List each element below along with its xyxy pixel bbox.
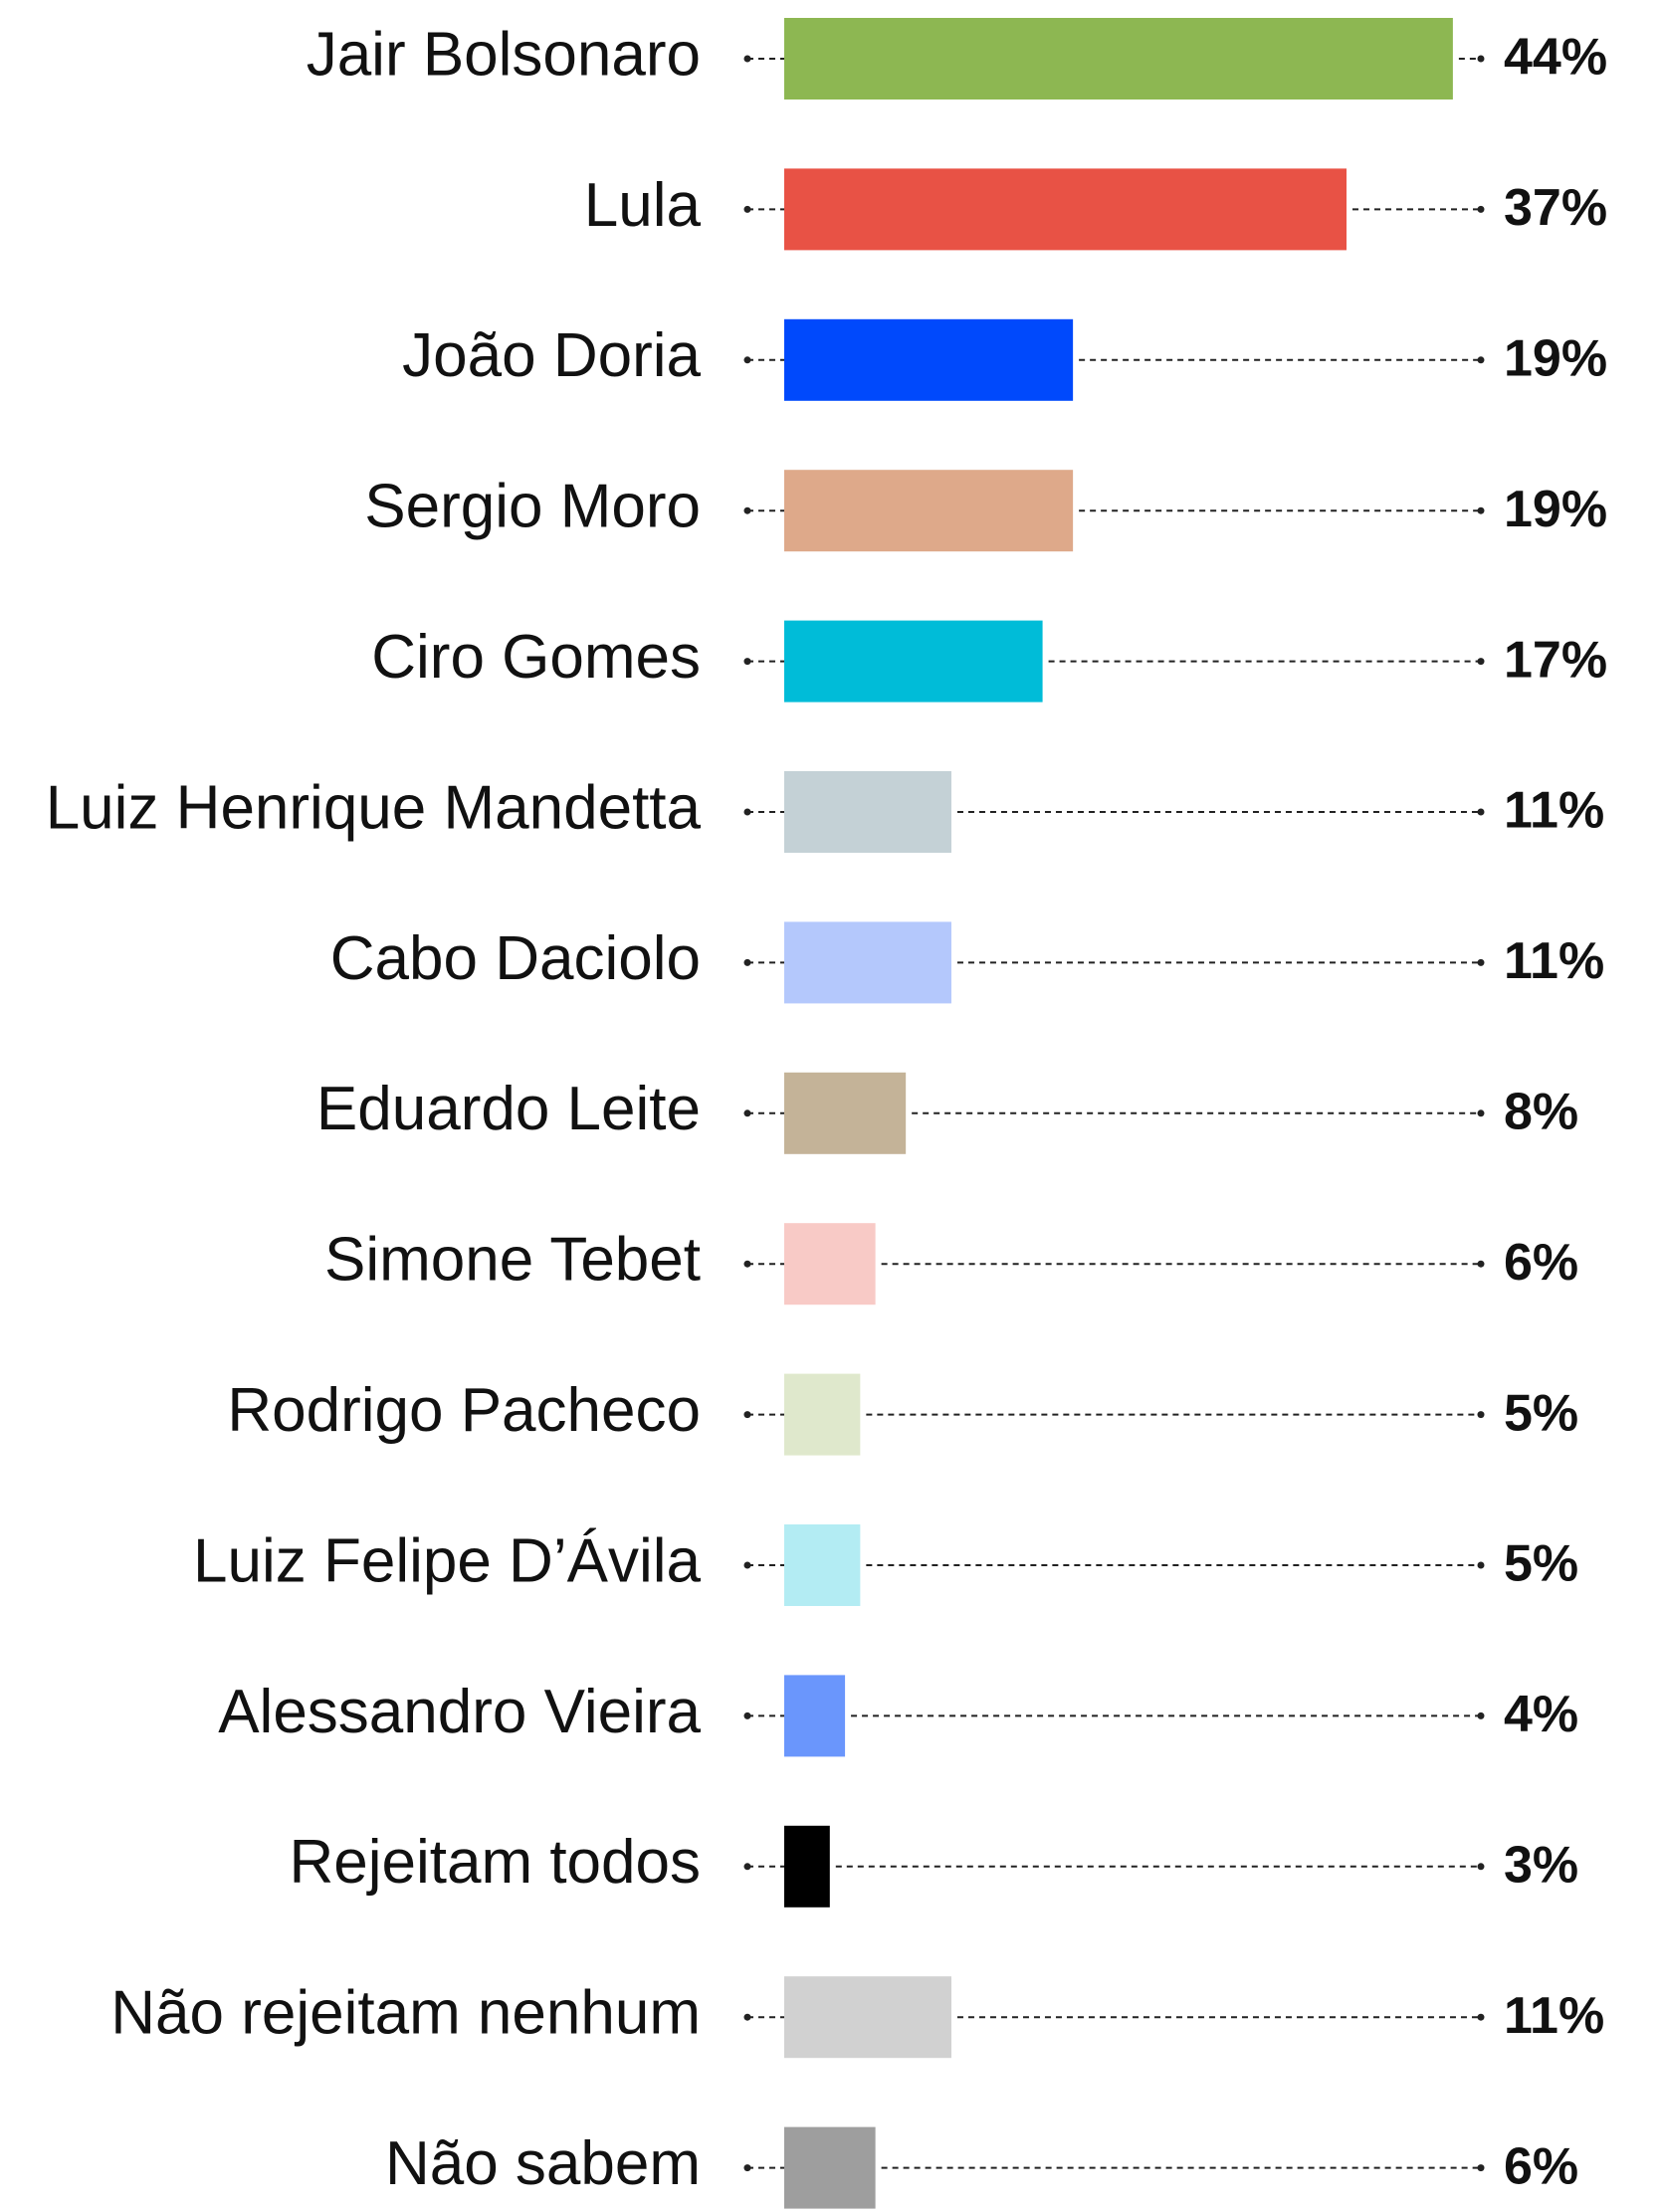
leader-dot bbox=[1477, 205, 1485, 213]
value-label: 11% bbox=[1504, 782, 1604, 840]
category-label: Rejeitam todos bbox=[289, 1828, 701, 1897]
value-label: 3% bbox=[1504, 1837, 1578, 1895]
bar bbox=[784, 921, 951, 1004]
leader-dot bbox=[1477, 1863, 1485, 1871]
leader-dot bbox=[1477, 1109, 1485, 1117]
leader-dot bbox=[1477, 55, 1485, 63]
bar bbox=[784, 168, 1347, 251]
leader-dot bbox=[1477, 1561, 1485, 1569]
value-label: 17% bbox=[1504, 631, 1607, 689]
value-label: 5% bbox=[1504, 1384, 1578, 1442]
value-label: 37% bbox=[1504, 179, 1607, 237]
value-label: 11% bbox=[1504, 932, 1604, 990]
category-label: Cabo Daciolo bbox=[330, 924, 701, 993]
value-label: 19% bbox=[1504, 330, 1607, 388]
leader-dot bbox=[1477, 658, 1485, 666]
category-label: Luiz Felipe D’Ávila bbox=[193, 1526, 702, 1595]
value-label: 44% bbox=[1504, 29, 1607, 87]
value-label: 5% bbox=[1504, 1535, 1578, 1593]
bar bbox=[784, 1976, 951, 2059]
category-label: Ciro Gomes bbox=[371, 623, 701, 692]
bar bbox=[784, 620, 1043, 703]
bar bbox=[784, 18, 1453, 100]
value-label: 19% bbox=[1504, 481, 1607, 538]
bar bbox=[784, 470, 1074, 552]
leader-dot bbox=[1477, 2164, 1485, 2172]
leader-dot bbox=[1477, 958, 1485, 966]
category-label: João Doria bbox=[402, 321, 701, 390]
category-label: Luiz Henrique Mandetta bbox=[46, 773, 702, 842]
leader-dot bbox=[1477, 808, 1485, 816]
category-label: Lula bbox=[584, 171, 702, 240]
value-label: 11% bbox=[1504, 1987, 1604, 2045]
bar bbox=[784, 1825, 830, 1908]
value-label: 8% bbox=[1504, 1084, 1578, 1141]
bar bbox=[784, 1223, 876, 1306]
leader-dot bbox=[1477, 1411, 1485, 1419]
bar bbox=[784, 1373, 861, 1456]
value-label: 6% bbox=[1504, 2137, 1578, 2195]
bar bbox=[784, 771, 951, 853]
leader-dot bbox=[1477, 506, 1485, 514]
leader-dot bbox=[1477, 2013, 1485, 2021]
value-label: 4% bbox=[1504, 1686, 1578, 1743]
category-label: Sergio Moro bbox=[364, 473, 701, 541]
leader-dot bbox=[1477, 356, 1485, 364]
category-label: Jair Bolsonaro bbox=[307, 20, 701, 89]
leader-dot bbox=[1477, 1711, 1485, 1719]
category-label: Rodrigo Pacheco bbox=[227, 1376, 701, 1445]
category-label: Alessandro Vieira bbox=[218, 1678, 701, 1746]
bar bbox=[784, 1675, 846, 1757]
category-label: Simone Tebet bbox=[324, 1226, 701, 1295]
category-label: Não sabem bbox=[385, 2129, 701, 2198]
bar bbox=[784, 2126, 876, 2209]
bar bbox=[784, 1072, 907, 1154]
value-label: 6% bbox=[1504, 1234, 1578, 1292]
bar bbox=[784, 318, 1074, 401]
bar bbox=[784, 1524, 861, 1606]
leader-dot bbox=[1477, 1260, 1485, 1268]
category-label: Eduardo Leite bbox=[316, 1075, 701, 1143]
category-label: Não rejeitam nenhum bbox=[110, 1979, 701, 2048]
